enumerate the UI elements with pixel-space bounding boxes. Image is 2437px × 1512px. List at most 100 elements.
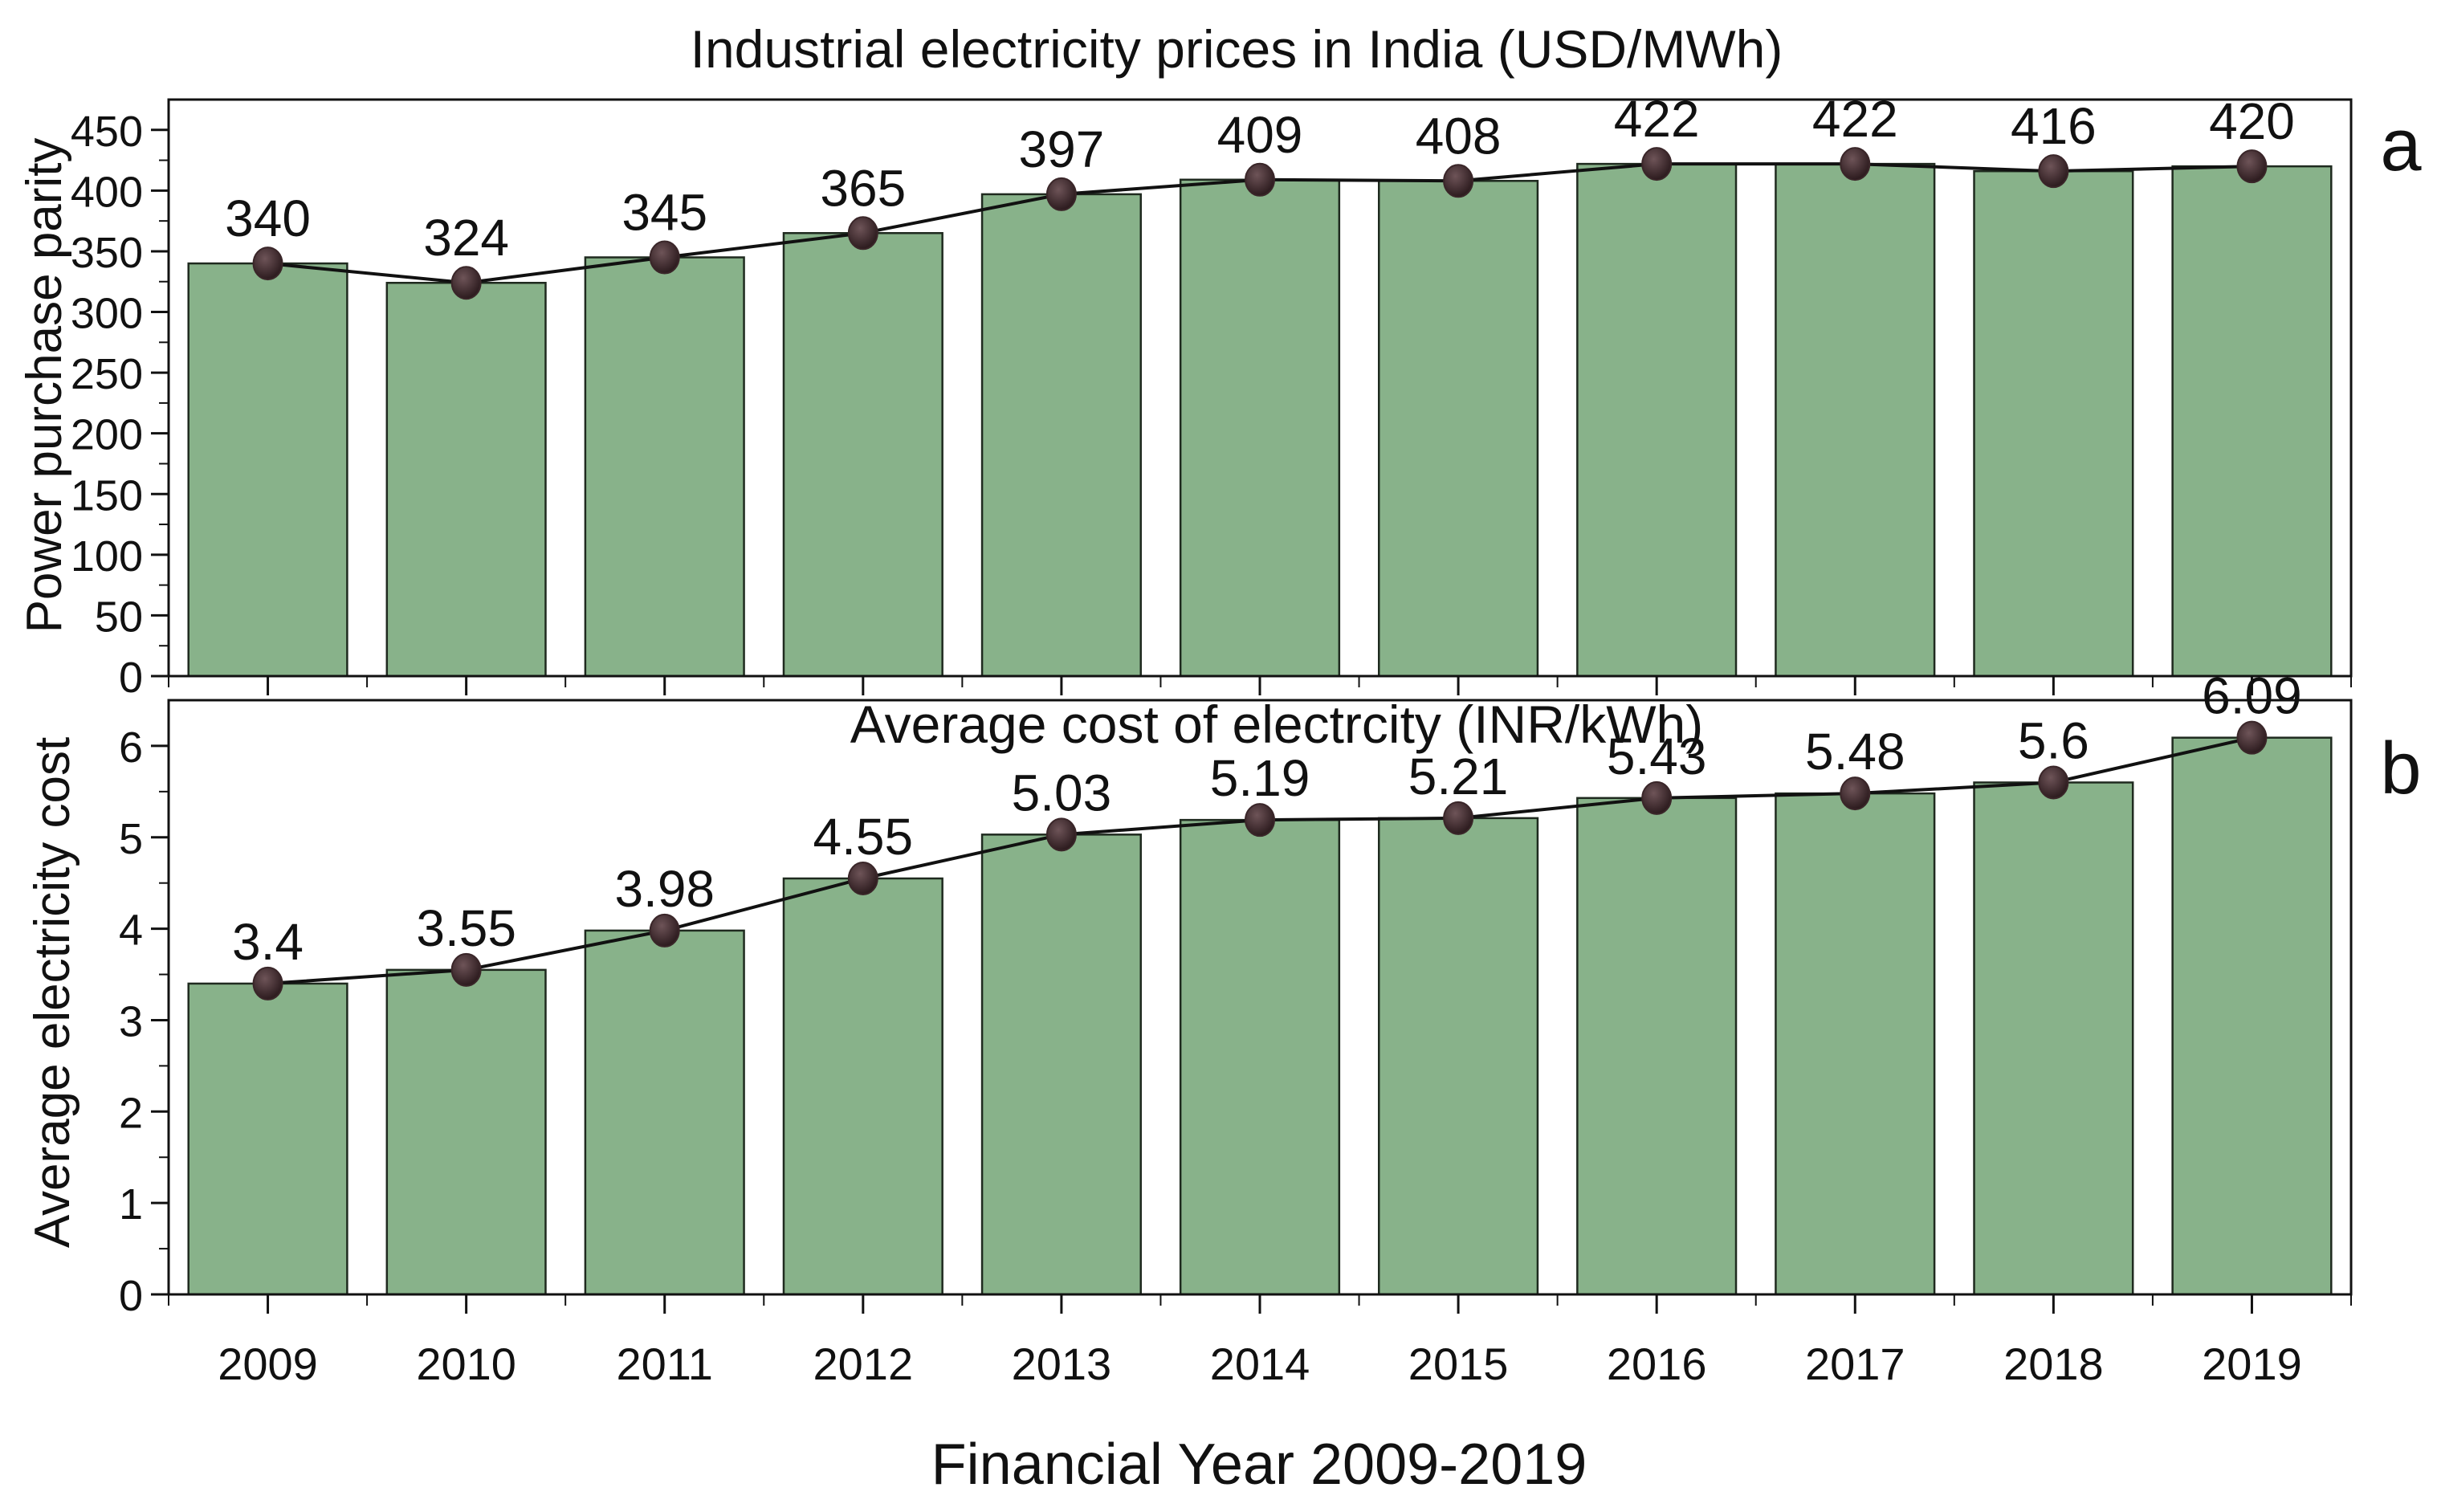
panel-a-bar-2019 bbox=[2171, 165, 2333, 678]
panel-b-marker-2015 bbox=[1443, 801, 1474, 835]
panel-b-bar-2014 bbox=[1179, 818, 1341, 1296]
panel-b-value-label-2013: 5.03 bbox=[1012, 764, 1112, 821]
panel-b-bar-2015 bbox=[1378, 817, 1539, 1296]
panel-b-value-labels: 3.4 3.55 3.98 4.55 5.03 5.19 5.21 5.43 5.48 5.6 6.… bbox=[232, 667, 2302, 971]
panel-b-marker-2010 bbox=[450, 952, 482, 987]
panel-b-bar-2017 bbox=[1775, 792, 1936, 1296]
panel-b-bar-2019 bbox=[2171, 736, 2333, 1296]
panel-a-value-label-2014: 409 bbox=[1217, 106, 1303, 164]
panel-b-value-label-2011: 3.98 bbox=[614, 860, 715, 918]
x-category-label-2019: 2019 bbox=[2202, 1339, 2302, 1389]
x-axis-label: Financial Year 2009-2019 bbox=[931, 1433, 1587, 1497]
panel-a-bar-2016 bbox=[1576, 162, 1738, 678]
panel-a-bar-2015 bbox=[1378, 180, 1539, 678]
panel-b-y-ticks: 0 1 2 3 4 5 6 bbox=[119, 723, 169, 1320]
panel-a-marker-2016 bbox=[1641, 147, 1673, 181]
panel-b-marker-2012 bbox=[847, 862, 878, 895]
panel-b-value-label-2018: 5.6 bbox=[2018, 711, 2089, 769]
panel-b-value-label-2010: 3.55 bbox=[416, 899, 516, 957]
panel-b-marker-2011 bbox=[649, 913, 680, 948]
panel-b-y-tick-label-5: 5 bbox=[119, 815, 143, 863]
panel-b-bar-2013 bbox=[980, 833, 1142, 1296]
panel-a-y-tick-label-200: 200 bbox=[71, 411, 143, 459]
panel-a-markers bbox=[252, 147, 2268, 300]
panel-b-marker-2018 bbox=[2038, 765, 2069, 800]
x-category-labels: 2009 2010 2011 2012 2013 2014 2015 2016 2017 2018… bbox=[218, 1339, 2301, 1389]
panel-b: 3.4 3.55 3.98 4.55 5.03 5.19 5.21 5.43 5.48 5.6 6.… bbox=[25, 667, 2422, 1320]
panel-b-marker-2019 bbox=[2236, 720, 2268, 755]
x-category-label-2011: 2011 bbox=[617, 1339, 713, 1389]
panel-b-bar-2018 bbox=[1973, 781, 2134, 1296]
panel-a-y-tick-label-100: 100 bbox=[71, 532, 143, 581]
panel-b-markers bbox=[252, 720, 2268, 1001]
panel-a-marker-2013 bbox=[1045, 177, 1077, 211]
panel-a-marker-2018 bbox=[2038, 154, 2069, 189]
x-category-label-2018: 2018 bbox=[2003, 1339, 2104, 1389]
panel-b-bar-2016 bbox=[1576, 797, 1738, 1296]
panel-b-marker-2009 bbox=[252, 966, 283, 1001]
panel-a-bar-2009 bbox=[187, 262, 348, 678]
panel-a-marker-2017 bbox=[1840, 147, 1871, 181]
panel-b-bar-2012 bbox=[782, 877, 943, 1296]
panel-b-bars bbox=[187, 736, 2333, 1296]
panel-a-y-axis-label: Power purchase parity bbox=[17, 138, 72, 634]
panel-b-y-tick-label-3: 3 bbox=[119, 997, 143, 1045]
panel-b-bar-2011 bbox=[584, 929, 745, 1296]
panel-a-y-tick-label-450: 450 bbox=[71, 108, 143, 156]
panel-b-value-label-2009: 3.4 bbox=[232, 913, 304, 971]
panel-b-bar-2009 bbox=[187, 982, 348, 1296]
panel-a-y-tick-label-350: 350 bbox=[71, 229, 143, 277]
panel-b-value-label-2016: 5.43 bbox=[1607, 727, 1707, 785]
panel-a-bar-2011 bbox=[584, 256, 745, 678]
panel-a-y-ticks: 0 50 100 150 200 250 300 350 400 450 bbox=[71, 108, 169, 702]
panel-a-value-label-2010: 324 bbox=[423, 209, 509, 267]
panel-a-letter: a bbox=[2380, 104, 2422, 186]
panel-a-marker-2010 bbox=[450, 266, 482, 300]
panel-a-value-label-2013: 397 bbox=[1019, 120, 1105, 178]
panel-b-marker-2013 bbox=[1045, 817, 1077, 852]
panel-a-value-label-2015: 408 bbox=[1416, 107, 1502, 165]
panel-a-marker-2012 bbox=[847, 216, 878, 251]
panel-b-letter: b bbox=[2380, 727, 2421, 809]
panel-a-value-label-2009: 340 bbox=[225, 190, 311, 247]
panel-b-y-axis-label: Average electricity cost bbox=[25, 737, 80, 1248]
panel-a-y-tick-label-400: 400 bbox=[71, 168, 143, 216]
panel-a-value-label-2018: 416 bbox=[2011, 97, 2097, 155]
x-category-label-2012: 2012 bbox=[813, 1339, 914, 1389]
x-category-label-2015: 2015 bbox=[1408, 1339, 1509, 1389]
panel-b-marker-2014 bbox=[1245, 803, 1275, 838]
panel-a-y-tick-label-150: 150 bbox=[71, 471, 143, 520]
panel-b-x-ticks bbox=[168, 1294, 2352, 1314]
x-category-label-2014: 2014 bbox=[1210, 1339, 1310, 1389]
x-category-label-2009: 2009 bbox=[218, 1339, 318, 1389]
panel-a-marker-2015 bbox=[1443, 164, 1474, 198]
panel-a-value-label-2011: 345 bbox=[621, 184, 707, 242]
x-category-label-2017: 2017 bbox=[1805, 1339, 1905, 1389]
panel-b-title: Average cost of electrcity (INR/kWh) bbox=[850, 695, 1703, 754]
panel-b-value-label-2015: 5.21 bbox=[1408, 748, 1509, 805]
panel-a-bar-2014 bbox=[1179, 178, 1341, 678]
x-category-label-2010: 2010 bbox=[416, 1339, 516, 1389]
panel-a-bar-2017 bbox=[1775, 162, 1936, 678]
panel-a-marker-2009 bbox=[252, 247, 283, 281]
panel-a-y-tick-label-300: 300 bbox=[71, 290, 143, 338]
panel-b-marker-2016 bbox=[1641, 780, 1673, 815]
panel-a-value-label-2012: 365 bbox=[820, 159, 906, 217]
x-category-label-2016: 2016 bbox=[1607, 1339, 1707, 1389]
panel-b-y-tick-label-2: 2 bbox=[119, 1089, 143, 1137]
panel-a-bars bbox=[187, 162, 2333, 678]
panel-b-y-tick-label-0: 0 bbox=[119, 1272, 143, 1320]
panel-b-y-tick-label-4: 4 bbox=[119, 907, 143, 955]
panel-b-value-label-2014: 5.19 bbox=[1210, 749, 1310, 807]
panel-a-x-ticks bbox=[168, 676, 2352, 695]
panel-b-value-label-2012: 4.55 bbox=[813, 808, 914, 866]
panel-a-y-tick-label-50: 50 bbox=[95, 593, 143, 641]
panel-a-bar-2012 bbox=[782, 232, 943, 678]
panel-b-bar-2010 bbox=[385, 968, 547, 1296]
panel-a-y-tick-label-250: 250 bbox=[71, 350, 143, 398]
panel-b-y-tick-label-6: 6 bbox=[119, 723, 143, 772]
panel-b-value-label-2017: 5.48 bbox=[1805, 723, 1905, 780]
